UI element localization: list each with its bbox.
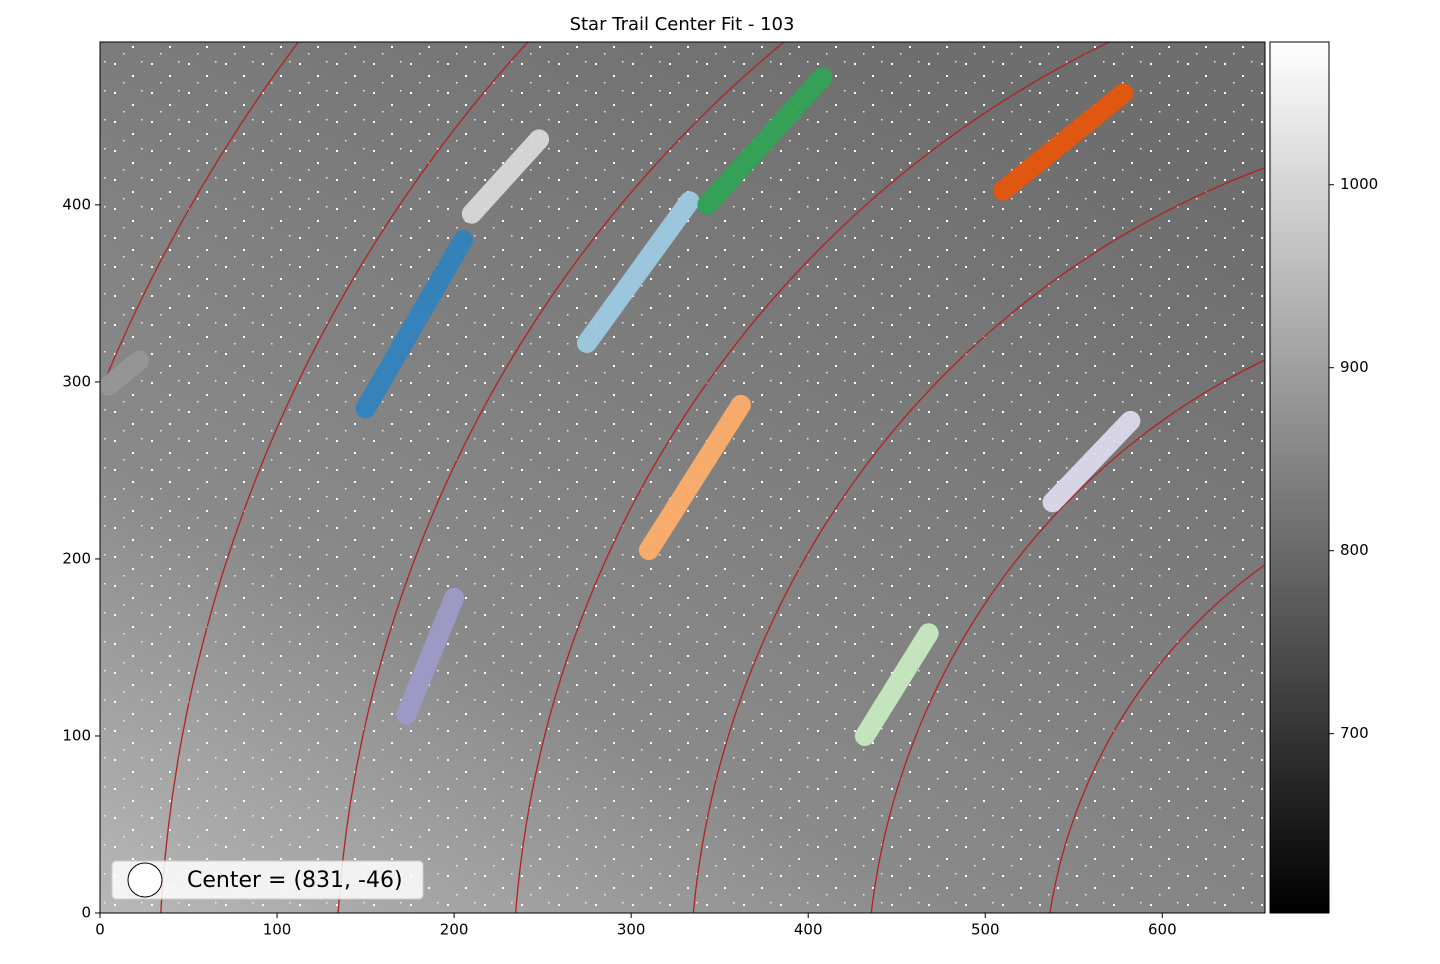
star-trail: [697, 67, 833, 215]
colorbar-tick-label: 700: [1340, 724, 1369, 742]
colorbar-tick-label: 1000: [1340, 175, 1378, 193]
legend-box: [111, 860, 424, 900]
y-tick-label: 200: [62, 549, 91, 567]
plot-frame: [99, 41, 1266, 914]
legend-marker: [127, 862, 163, 898]
star-trail: [576, 191, 700, 353]
star-trail: [100, 350, 149, 396]
star-trail: [854, 623, 939, 746]
legend: Center = (831, -46): [111, 860, 424, 900]
star-trail: [1042, 410, 1141, 513]
y-tick-label: 300: [62, 372, 91, 390]
x-tick-label: 500: [971, 921, 1000, 939]
star-trail: [638, 394, 751, 561]
x-tick-label: 200: [440, 921, 469, 939]
chart-title: Star Trail Center Fit - 103: [570, 14, 795, 35]
x-tick-label: 100: [263, 921, 292, 939]
x-tick-label: 400: [794, 921, 823, 939]
y-tick-label: 0: [81, 904, 91, 922]
star-trail: [992, 83, 1134, 201]
x-tick-label: 0: [95, 921, 105, 939]
star-trail: [396, 587, 465, 725]
y-tick-label: 100: [62, 726, 91, 744]
image-stars: [100, 42, 1265, 913]
colorbar: [1269, 41, 1330, 914]
y-tick-label: 400: [62, 195, 91, 213]
star-trail: [461, 129, 550, 224]
colorbar-tick-label: 800: [1340, 541, 1369, 559]
colorbar-tick-label: 900: [1340, 358, 1369, 376]
x-tick-label: 300: [617, 921, 646, 939]
x-tick-label: 600: [1148, 921, 1177, 939]
legend-label: Center = (831, -46): [187, 868, 403, 893]
star-trail: [355, 230, 473, 419]
